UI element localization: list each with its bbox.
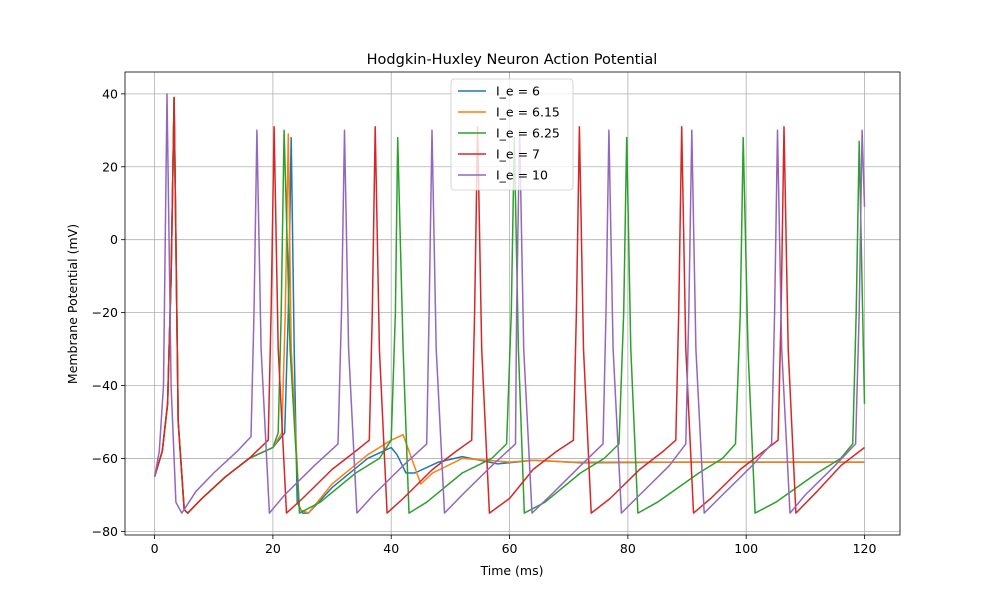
x-tick-label: 80 bbox=[620, 541, 636, 556]
y-tick-label: 20 bbox=[102, 159, 118, 174]
legend-label: I_e = 6 bbox=[496, 84, 540, 99]
x-tick-label: 0 bbox=[151, 541, 159, 556]
y-axis-ticks: −80 −60 −40 −20 0 20 40 bbox=[92, 86, 125, 539]
axes-frame bbox=[124, 71, 901, 536]
y-tick-label: −40 bbox=[92, 378, 118, 393]
y-tick-label: 0 bbox=[110, 232, 118, 247]
y-tick-label: −80 bbox=[92, 524, 118, 539]
y-tick-label: −20 bbox=[92, 305, 118, 320]
x-axis-ticks: 0 20 40 60 80 100 120 bbox=[151, 535, 877, 556]
legend-label: I_e = 7 bbox=[496, 147, 540, 162]
legend-entries: I_e = 6 I_e = 6.15 I_e = 6.25 I_e = 7 I_e = … bbox=[458, 84, 560, 183]
legend-label: I_e = 6.15 bbox=[496, 105, 560, 120]
chart-title: Hodgkin-Huxley Neuron Action Potential bbox=[367, 52, 658, 68]
legend-label: I_e = 6.25 bbox=[496, 126, 560, 141]
x-tick-label: 120 bbox=[853, 541, 877, 556]
legend: I_e = 6 I_e = 6.15 I_e = 6.25 I_e = 7 I_e = … bbox=[450, 78, 574, 191]
series-line bbox=[153, 93, 866, 514]
legend-box bbox=[450, 78, 574, 191]
legend-label: I_e = 10 bbox=[496, 168, 548, 183]
x-axis-label: Time (ms) bbox=[479, 563, 543, 578]
x-tick-label: 40 bbox=[383, 541, 399, 556]
x-tick-label: 20 bbox=[265, 541, 281, 556]
y-tick-label: −60 bbox=[92, 451, 118, 466]
y-tick-label: 40 bbox=[102, 86, 118, 101]
x-tick-label: 60 bbox=[502, 541, 518, 556]
series-lines bbox=[153, 93, 866, 514]
x-tick-label: 100 bbox=[734, 541, 758, 556]
y-axis-label: Membrane Potential (mV) bbox=[65, 224, 80, 384]
